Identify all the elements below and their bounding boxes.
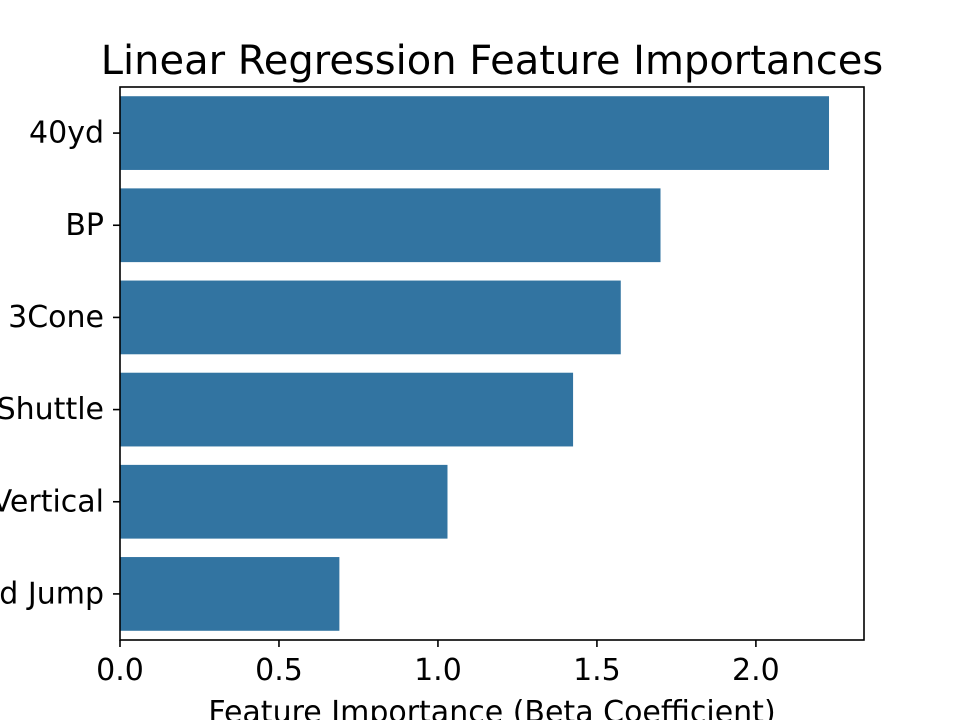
y-tick-label: Vertical bbox=[0, 484, 104, 519]
bar bbox=[120, 372, 574, 447]
bar bbox=[120, 188, 661, 263]
x-axis: 0.0 0.5 1.0 1.5 2.0 bbox=[96, 640, 780, 688]
bars-group bbox=[120, 96, 830, 631]
bar bbox=[120, 96, 830, 170]
x-axis-label: Feature Importance (Beta Coefficient) bbox=[208, 695, 775, 720]
x-tick-label: 0.0 bbox=[96, 653, 144, 688]
y-tick-label: 40yd bbox=[29, 116, 104, 151]
x-tick-label: 1.5 bbox=[573, 653, 621, 688]
bar bbox=[120, 464, 448, 539]
y-tick-label: BP bbox=[65, 208, 104, 243]
chart-title: Linear Regression Feature Importances bbox=[101, 38, 883, 84]
x-tick-label: 2.0 bbox=[732, 653, 780, 688]
y-axis: 40yd BP 3Cone Shuttle Vertical Broad Jump bbox=[0, 116, 120, 611]
x-tick-label: 1.0 bbox=[414, 653, 462, 688]
y-tick-label: Broad Jump bbox=[0, 576, 104, 611]
bar bbox=[120, 280, 621, 355]
y-tick-label: 3Cone bbox=[8, 300, 104, 335]
y-tick-label: Shuttle bbox=[0, 392, 104, 427]
x-tick-label: 0.5 bbox=[255, 653, 303, 688]
plot-frame bbox=[119, 86, 865, 641]
bar bbox=[120, 557, 340, 631]
